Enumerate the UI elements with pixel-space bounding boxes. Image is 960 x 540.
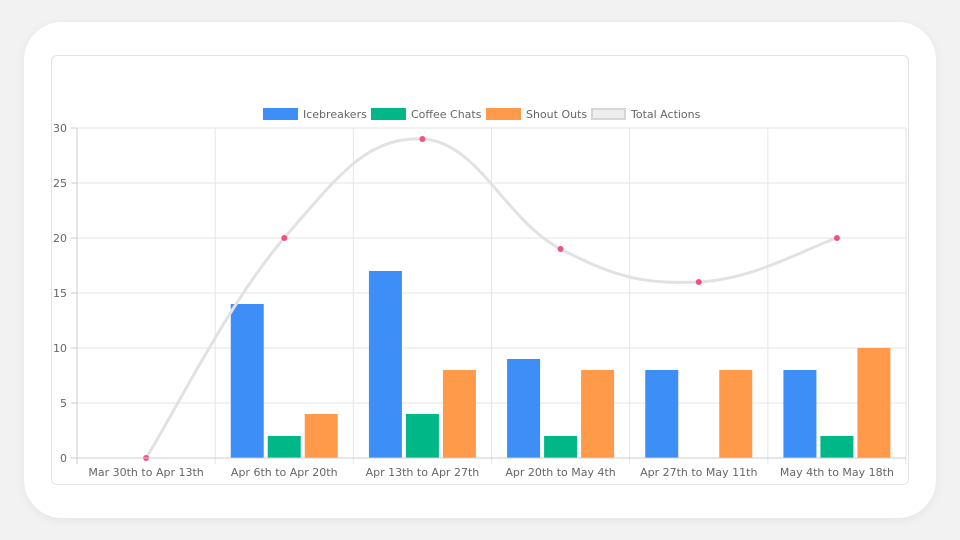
y-tick-label: 15 [53,287,67,300]
legend-swatch [263,108,298,120]
bar-shout-outs[interactable] [304,414,338,458]
y-tick-label: 0 [60,452,67,465]
y-tick-label: 30 [53,122,67,135]
bar-shout-outs[interactable] [581,370,615,458]
y-tick-label: 25 [53,177,67,190]
legend-swatch [371,108,406,120]
legend-label: Icebreakers [303,108,367,121]
x-tick-label: Apr 27th to May 11th [640,466,757,479]
total-actions-point[interactable] [557,246,564,252]
bar-shout-outs[interactable] [857,348,891,458]
legend-swatch [486,108,521,120]
bar-shout-outs[interactable] [442,370,476,458]
total-actions-point[interactable] [833,235,840,241]
total-actions-point[interactable] [419,136,426,142]
legend-item-shout-outs[interactable]: Shout Outs [486,108,587,121]
legend: Icebreakers Coffee Chats Shout Outs Total A… [263,108,701,121]
total-actions-curve [144,137,838,459]
x-tick-label: Apr 20th to May 4th [505,466,615,479]
bar-icebreakers[interactable] [645,370,679,458]
axes: 0 5 10 15 20 25 30 Mar 30th to Apr 13th Apr 6th … [53,122,906,479]
legend-item-total-actions[interactable]: Total Actions [591,108,701,121]
legend-item-coffee-chats[interactable]: Coffee Chats [371,108,482,121]
total-actions-point[interactable] [281,235,288,241]
bars [230,271,891,458]
legend-label: Shout Outs [526,108,587,121]
grid-lines [76,127,907,464]
bar-icebreakers[interactable] [230,304,264,458]
total-actions-line [143,136,840,461]
bar-shout-outs[interactable] [719,370,753,458]
bar-coffee-chats[interactable] [267,436,301,458]
legend-label: Total Actions [630,108,701,121]
bar-coffee-chats[interactable] [405,414,439,458]
x-tick-label: Apr 6th to Apr 20th [231,466,338,479]
bar-icebreakers[interactable] [507,359,541,458]
y-tick-label: 20 [53,232,67,245]
y-tick-label: 5 [60,397,67,410]
legend-swatch [591,108,626,120]
x-tick-label: Apr 13th to Apr 27th [366,466,480,479]
chart-panel [51,55,909,485]
x-tick-label: May 4th to May 18th [780,466,894,479]
bar-icebreakers[interactable] [783,370,817,458]
bar-icebreakers[interactable] [368,271,402,458]
legend-item-icebreakers[interactable]: Icebreakers [263,108,367,121]
bar-coffee-chats[interactable] [820,436,854,458]
total-actions-point[interactable] [695,279,702,285]
bar-coffee-chats[interactable] [544,436,578,458]
x-tick-label: Mar 30th to Apr 13th [88,466,203,479]
y-tick-label: 10 [53,342,67,355]
legend-label: Coffee Chats [411,108,482,121]
